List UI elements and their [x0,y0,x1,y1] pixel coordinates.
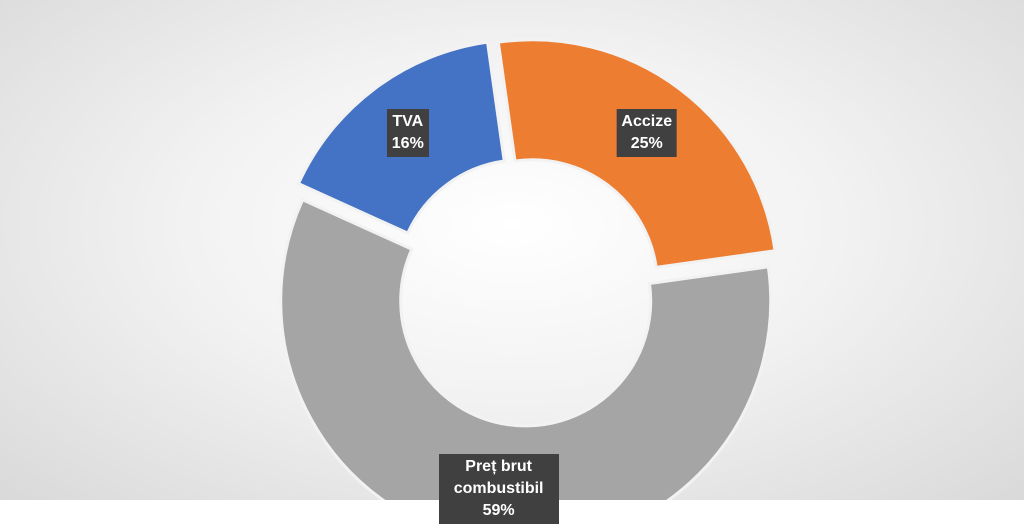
data-label: TVA 16% [386,108,429,157]
donut-slice [279,197,773,500]
data-label: Accize 25% [616,109,678,158]
category-label: Preț brut combustibil [453,457,544,497]
data-label: Preț brut combustibil 59% [438,453,559,524]
value-label: 25% [630,135,663,153]
chart [279,38,777,500]
category-label: Accize [621,113,673,131]
category-label: TVA [392,112,424,130]
value-label: 16% [391,134,424,152]
value-label: 59% [482,501,515,519]
